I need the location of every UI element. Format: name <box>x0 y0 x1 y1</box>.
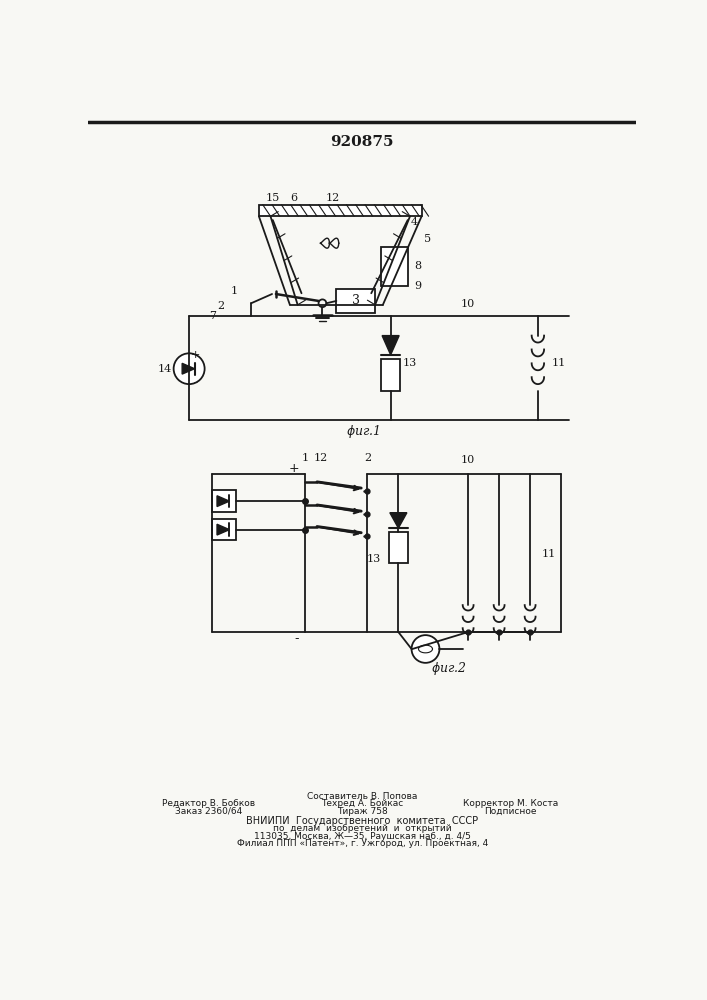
Bar <box>381 247 409 286</box>
Text: 113035, Москва, Ж—35, Раушская наб., д. 4/5: 113035, Москва, Ж—35, Раушская наб., д. … <box>254 832 471 841</box>
Text: +: + <box>191 350 200 360</box>
Polygon shape <box>382 336 399 355</box>
Text: $\phi$иг.2: $\phi$иг.2 <box>431 660 467 677</box>
Text: Редактор В. Бобков: Редактор В. Бобков <box>163 799 255 808</box>
Bar <box>381 359 400 391</box>
Text: Заказ 2360/64: Заказ 2360/64 <box>175 807 243 816</box>
Text: 12: 12 <box>325 193 339 203</box>
Text: 14: 14 <box>157 364 172 374</box>
Text: 6: 6 <box>290 193 298 203</box>
Circle shape <box>411 635 440 663</box>
Text: Техред А. Бойкас: Техред А. Бойкас <box>321 799 404 808</box>
Bar <box>337 289 375 312</box>
Bar <box>389 532 408 563</box>
Text: 11: 11 <box>552 358 566 368</box>
Text: 10: 10 <box>461 299 475 309</box>
Text: 1: 1 <box>302 453 309 463</box>
Text: Тираж 758: Тираж 758 <box>337 807 387 816</box>
Polygon shape <box>182 363 194 374</box>
Circle shape <box>174 353 204 384</box>
Text: Подписное: Подписное <box>484 807 537 816</box>
Text: 5: 5 <box>424 234 431 244</box>
Text: 7: 7 <box>209 311 216 321</box>
Text: -: - <box>193 378 197 388</box>
Text: $\phi$иг.1: $\phi$иг.1 <box>346 423 380 440</box>
Polygon shape <box>259 205 421 216</box>
Text: 11: 11 <box>542 549 556 559</box>
Text: 8: 8 <box>414 261 421 271</box>
Bar <box>211 490 236 512</box>
Text: Корректор М. Коста: Корректор М. Коста <box>462 799 558 808</box>
Text: +: + <box>288 462 299 475</box>
Text: 3: 3 <box>352 294 360 307</box>
Text: 1: 1 <box>230 286 238 296</box>
Text: ВНИИПИ  Государственного  комитета  СССР: ВНИИПИ Государственного комитета СССР <box>246 816 479 826</box>
Text: 920875: 920875 <box>330 135 394 149</box>
Text: 10: 10 <box>461 455 475 465</box>
Text: 2: 2 <box>364 453 371 463</box>
Text: 13: 13 <box>367 554 381 564</box>
Text: по  делам  изобретений  и  открытий: по делам изобретений и открытий <box>273 824 452 833</box>
Text: 13: 13 <box>402 358 416 368</box>
Polygon shape <box>217 496 230 507</box>
Polygon shape <box>217 524 230 535</box>
Bar <box>211 519 236 540</box>
Polygon shape <box>390 513 407 528</box>
Text: 15: 15 <box>266 193 280 203</box>
Text: Составитель В. Попова: Составитель В. Попова <box>307 792 418 801</box>
Text: 12: 12 <box>314 453 328 463</box>
Text: 9: 9 <box>414 281 421 291</box>
Text: -: - <box>295 632 299 645</box>
Text: 4: 4 <box>411 217 418 227</box>
Text: 2: 2 <box>217 301 224 311</box>
Text: Филиал ППП «Патент», г. Ужгород, ул. Проектная, 4: Филиал ППП «Патент», г. Ужгород, ул. Про… <box>237 839 488 848</box>
